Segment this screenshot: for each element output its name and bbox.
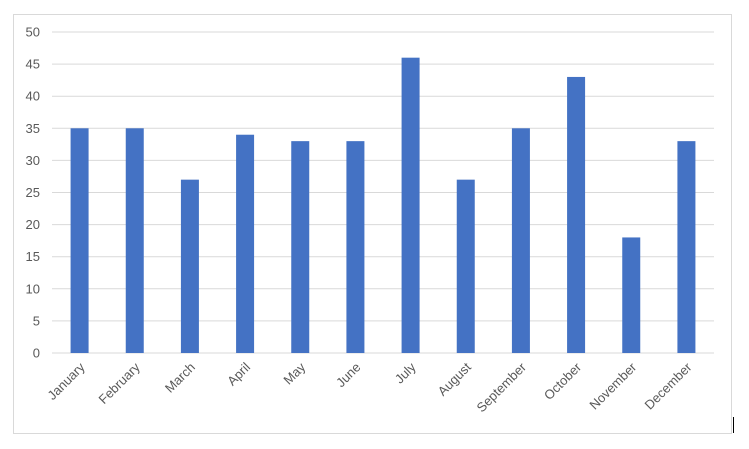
bar-may <box>291 141 310 353</box>
bar-october <box>567 76 586 353</box>
bar-january <box>70 128 89 353</box>
y-tick-label: 40 <box>26 89 40 104</box>
bar-july <box>401 57 420 354</box>
y-axis-ticks: 0 5 10 15 20 25 30 35 40 45 50 <box>26 25 40 361</box>
x-tick-label: October <box>541 359 585 403</box>
x-tick-label: August <box>435 359 474 398</box>
bar-september <box>511 128 530 353</box>
y-tick-label: 15 <box>26 249 40 264</box>
x-tick-label: December <box>642 359 695 412</box>
x-axis-labels: January February March April May June July Augu… <box>44 359 695 415</box>
y-tick-label: 25 <box>26 185 40 200</box>
bar-november <box>622 237 641 353</box>
x-tick-label: July <box>392 359 419 386</box>
y-tick-label: 50 <box>26 25 40 40</box>
x-tick-label: June <box>333 360 364 391</box>
y-tick-label: 35 <box>26 121 40 136</box>
y-tick-label: 0 <box>33 346 40 361</box>
bars <box>70 57 696 354</box>
bar-august <box>456 179 475 353</box>
x-tick-label: February <box>95 359 143 407</box>
y-tick-label: 5 <box>33 313 40 328</box>
x-tick-label: April <box>224 359 253 388</box>
y-tick-label: 10 <box>26 281 40 296</box>
y-tick-label: 30 <box>26 153 40 168</box>
x-tick-label: May <box>280 359 308 387</box>
x-tick-label: January <box>44 359 88 403</box>
bar-april <box>236 134 255 353</box>
text-cursor <box>733 417 734 433</box>
x-tick-label: September <box>473 359 529 415</box>
bar-february <box>125 128 144 353</box>
bar-june <box>346 141 365 353</box>
x-tick-label: November <box>586 359 639 412</box>
x-tick-label: March <box>162 360 198 396</box>
bar-march <box>180 179 199 353</box>
gridlines <box>52 31 714 354</box>
bar-december <box>677 141 696 353</box>
y-tick-label: 20 <box>26 217 40 232</box>
y-tick-label: 45 <box>26 57 40 72</box>
